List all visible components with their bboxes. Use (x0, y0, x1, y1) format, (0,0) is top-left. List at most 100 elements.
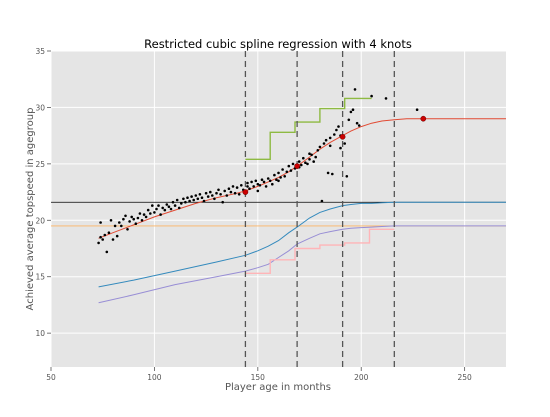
scatter-point (169, 207, 173, 211)
series-line-1 (98, 201, 506, 288)
x-tick-label: 150 (251, 373, 266, 382)
scatter-point (266, 177, 270, 180)
scatter-point (285, 170, 289, 174)
scatter-point (97, 241, 100, 245)
scatter-point (254, 179, 258, 183)
series-line-2 (98, 225, 506, 304)
scatter-point (109, 219, 113, 222)
scatter-point (320, 199, 324, 203)
scatter-point (283, 175, 287, 178)
scatter-point (128, 220, 131, 223)
scatter-point (322, 142, 326, 145)
knot-points (242, 115, 427, 195)
scatter-point (221, 200, 224, 204)
scatter-point (161, 206, 164, 210)
x-tick-label: 50 (46, 373, 56, 382)
scatter-point (113, 224, 117, 228)
scatter-point (153, 211, 156, 214)
y-tick-label: 30 (35, 103, 45, 112)
scatter-point (328, 136, 332, 140)
scatter-point (258, 184, 262, 187)
scatter-point (134, 222, 138, 225)
scatter-point (349, 110, 353, 114)
scatter-point (231, 185, 235, 188)
scatter-point (335, 128, 338, 132)
scatter-point (252, 185, 255, 188)
scatter-point (151, 204, 154, 207)
scatter-point (182, 197, 185, 201)
scatter-point (192, 198, 195, 202)
scatter-point (304, 161, 307, 164)
scatter-point (355, 121, 359, 125)
knot-point (339, 133, 346, 140)
series-line-4 (245, 228, 395, 274)
scatter-point (132, 217, 135, 221)
series-line-3 (245, 97, 372, 161)
x-axis: 50 100 150 200 250 (46, 367, 472, 382)
scatter-point (167, 205, 171, 208)
scatter-point (99, 235, 102, 239)
scatter-point (415, 108, 419, 111)
scatter-point (194, 194, 198, 197)
scatter-point (211, 194, 214, 197)
scatter-point (240, 184, 243, 187)
scatter-point (101, 238, 104, 241)
scatter-point (314, 155, 318, 159)
scatter-point (124, 214, 127, 218)
knot-point (294, 163, 300, 169)
scatter-point (219, 193, 222, 196)
scatter-point (225, 194, 229, 197)
scatter-point (140, 219, 144, 222)
scatter-point (171, 200, 175, 204)
scatter-point (343, 142, 347, 145)
y-tick-label: 20 (35, 216, 45, 225)
x-tick-label: 100 (147, 373, 162, 382)
scatter-point (233, 191, 237, 195)
scatter-point (105, 250, 109, 254)
scatter-point (289, 169, 293, 172)
scatter-point (209, 190, 212, 194)
scatter-point (215, 191, 218, 195)
scatter-point (262, 180, 266, 184)
scatter-point (180, 202, 183, 205)
scatter-point (227, 187, 231, 190)
scatter-point (260, 178, 264, 181)
scatter-point (202, 199, 206, 203)
scatter-point (118, 221, 121, 224)
series-line-0 (98, 118, 506, 239)
chart-title: Restricted cubic spline regression with … (144, 37, 412, 51)
scatter-point (256, 189, 260, 193)
scatter-point (165, 203, 169, 206)
scatter-point (157, 204, 160, 207)
scatter-point (326, 171, 330, 175)
scatter-point (237, 193, 241, 196)
scatter-point (235, 186, 239, 189)
scatter-point (308, 152, 311, 155)
scatter-point (277, 179, 280, 183)
scatter-point (312, 160, 316, 163)
scatter-point (248, 187, 251, 190)
scatter-point (273, 173, 276, 177)
scatter-point (198, 193, 202, 196)
scatter-point (111, 238, 115, 241)
scatter-point (310, 153, 313, 157)
scatter-points (97, 88, 419, 254)
scatter-point (120, 224, 123, 228)
knot-point (420, 115, 427, 122)
y-axis: 10 15 20 25 30 35 (35, 47, 51, 338)
scatter-point (357, 124, 361, 127)
scatter-point (144, 215, 148, 219)
scatter-point (155, 207, 158, 211)
scatter-point (246, 185, 249, 188)
scatter-point (345, 175, 349, 178)
scatter-point (126, 228, 129, 231)
scatter-point (206, 195, 210, 198)
scatter-point (308, 158, 311, 161)
scatter-point (300, 163, 303, 167)
scatter-point (159, 213, 162, 216)
scatter-point (103, 233, 107, 237)
scatter-point (188, 199, 191, 203)
x-tick-label: 250 (457, 373, 472, 382)
scatter-point (115, 234, 119, 238)
